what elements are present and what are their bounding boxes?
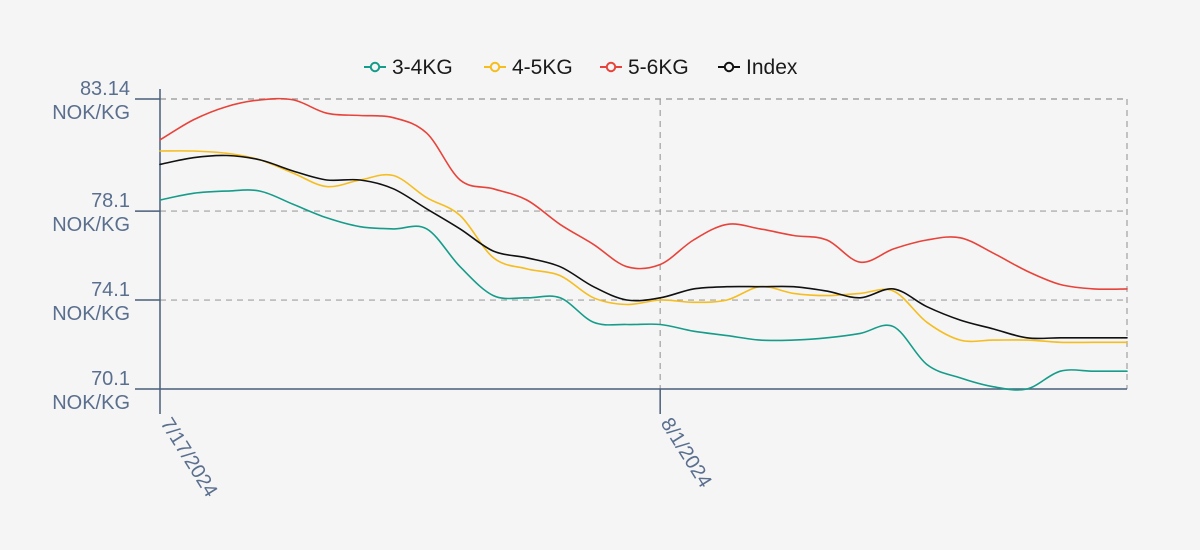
legend-label: 3-4KG (392, 56, 453, 79)
y-axis-ticks: 70.1NOK/KG74.1NOK/KG78.1NOK/KG83.14NOK/K… (52, 78, 160, 414)
y-tick-label: 74.1 (91, 279, 130, 301)
x-tick-label: 7/17/2024 (156, 414, 222, 501)
x-tick-label: 8/1/2024 (656, 414, 716, 492)
legend-label: Index (746, 56, 798, 79)
y-tick-label: 83.14 (80, 78, 130, 100)
legend-label: 5-6KG (628, 56, 689, 79)
y-tick-unit: NOK/KG (52, 392, 130, 414)
legend-marker-icon (723, 61, 735, 73)
y-tick-unit: NOK/KG (52, 214, 130, 236)
legend-marker-icon (369, 61, 381, 73)
legend: 3-4KG 4-5KG 5-6KG Index (364, 56, 798, 79)
legend-item-3-4kg[interactable]: 3-4KG (364, 56, 453, 79)
x-axis-ticks: 7/17/2024 8/1/2024 (156, 389, 716, 501)
legend-label: 4-5KG (512, 56, 573, 79)
series-line-3-4kg (159, 189, 1128, 391)
legend-item-4-5kg[interactable]: 4-5KG (484, 56, 573, 79)
y-tick-unit: NOK/KG (52, 102, 130, 124)
y-tick-label: 78.1 (91, 190, 130, 212)
series-lines (159, 97, 1128, 391)
y-tick-label: 70.1 (91, 368, 130, 390)
series-line-4-5kg (159, 150, 1128, 344)
axes (159, 89, 1127, 390)
series-line-index (159, 154, 1128, 340)
legend-marker-icon (489, 61, 501, 73)
legend-item-5-6kg[interactable]: 5-6KG (600, 56, 689, 79)
series-line-5-6kg (159, 97, 1128, 291)
legend-marker-icon (605, 61, 617, 73)
legend-item-index[interactable]: Index (718, 56, 798, 79)
grid-lines (160, 98, 1128, 389)
y-tick-unit: NOK/KG (52, 303, 130, 325)
